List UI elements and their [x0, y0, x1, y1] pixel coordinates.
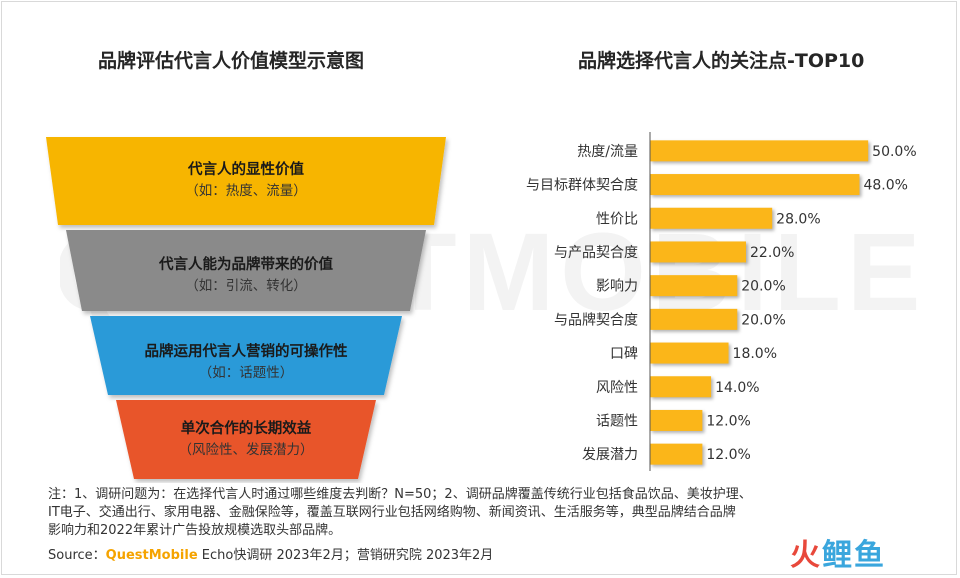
bar [650, 409, 703, 431]
category-label: 与目标群体契合度 [526, 178, 638, 194]
value-model-funnel: 代言人的显性价值 （如：热度、流量） 代言人能为品牌带来的价值 （如：引流、转化… [40, 133, 452, 483]
source-rest: Echo快调研 2023年2月；营销研究院 2023年2月 [197, 548, 494, 563]
source-prefix: Source： [48, 548, 106, 563]
value-label: 28.0% [776, 211, 820, 227]
bar [650, 207, 773, 229]
bar [650, 174, 860, 196]
funnel-stage-2-label: 代言人能为品牌带来的价值 [159, 257, 333, 273]
top10-bar-chart: 热度/流量 50.0% 与目标群体契合度 48.0% 性价比 28.0% 与产品契合度 22.… [470, 128, 940, 478]
funnel-stage-1-shape [46, 137, 446, 225]
footnote-line: IT电子、交通出行、家用电器、金融保险等，覆盖互联网行业包括网络购物、新闻资讯、… [48, 505, 736, 520]
funnel-stage-4-label: 单次合作的长期效益 [180, 421, 312, 437]
bar [650, 275, 738, 297]
footnote-line: 影响力和2022年累计广告投放规模选取头部品牌。 [48, 523, 342, 538]
category-label: 话题性 [596, 413, 638, 429]
value-label: 50.0% [872, 144, 916, 160]
funnel-stage-3-shape [90, 316, 402, 395]
bar [650, 376, 712, 398]
funnel-stage-3-sub: （如：话题性） [198, 365, 294, 381]
bar [650, 342, 729, 364]
category-label: 影响力 [596, 279, 638, 295]
bar-chart-title: 品牌选择代言人的关注点-TOP10 [578, 50, 865, 72]
category-label: 与品牌契合度 [554, 311, 638, 328]
value-label: 20.0% [741, 279, 785, 295]
funnel-stage-3-label: 品牌运用代言人营销的可操作性 [144, 344, 348, 360]
value-label: 12.0% [706, 413, 750, 429]
footnote: 注：1、调研问题为：在选择代言人时通过哪些维度去判断？N=50；2、调研品牌覆盖… [48, 486, 908, 540]
value-label: 20.0% [741, 312, 785, 328]
logo-part-1: 火 [790, 538, 822, 573]
category-label: 性价比 [596, 211, 638, 227]
funnel-stage-2-shape [66, 230, 426, 311]
bar [650, 443, 703, 465]
category-label: 口碑 [610, 346, 638, 362]
value-label: 48.0% [863, 178, 907, 194]
funnel-stage-2-sub: （如：引流、转化） [185, 278, 307, 294]
bar [650, 308, 738, 330]
source-line: Source：QuestMobile Echo快调研 2023年2月；营销研究院… [48, 544, 493, 563]
logo-part-2: 鲤鱼 [822, 538, 886, 573]
bar [650, 241, 746, 263]
value-label: 22.0% [750, 245, 794, 261]
funnel-title: 品牌评估代言人价值模型示意图 [98, 50, 365, 72]
category-label: 发展潜力 [582, 447, 638, 463]
source-brand: QuestMobile [105, 548, 198, 563]
bar-chart-svg: 热度/流量 50.0% 与目标群体契合度 48.0% 性价比 28.0% 与产品契合度 22.… [526, 132, 917, 471]
bar [650, 140, 869, 162]
site-logo: 火鲤鱼 [790, 530, 886, 574]
funnel-stage-1-sub: （如：热度、流量） [185, 183, 307, 199]
category-label: 风险性 [596, 380, 638, 396]
category-label: 热度/流量 [577, 144, 638, 160]
funnel-stage-4-sub: （风险性、发展潜力） [178, 442, 314, 458]
funnel-stage-1-label: 代言人的显性价值 [188, 162, 304, 178]
category-label: 与产品契合度 [554, 245, 638, 261]
value-label: 14.0% [715, 380, 759, 396]
funnel-shapes [46, 137, 446, 479]
funnel-stage-4-shape [116, 400, 376, 479]
footnote-line: 注：1、调研问题为：在选择代言人时通过哪些维度去判断？N=50；2、调研品牌覆盖… [48, 487, 752, 502]
value-label: 18.0% [733, 346, 777, 362]
value-label: 12.0% [706, 447, 750, 463]
